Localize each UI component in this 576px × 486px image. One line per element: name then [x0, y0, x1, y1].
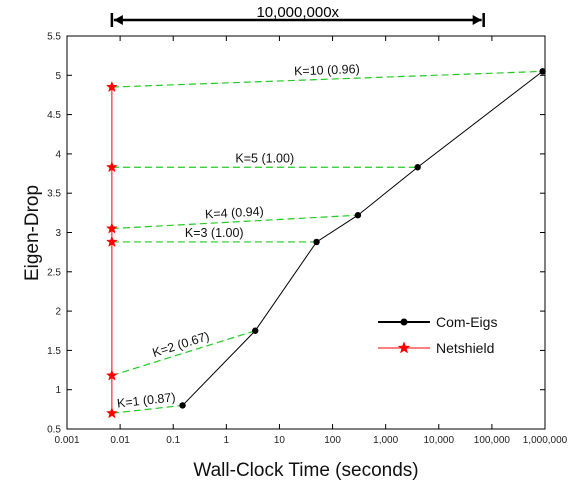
k-label: K=5 (1.00) — [235, 151, 294, 165]
k-label: K=3 (1.00) — [185, 226, 244, 240]
x-tick-label: 0.01 — [110, 435, 130, 446]
legend-label: Netshield — [436, 340, 494, 356]
x-tick-label: 10,000 — [423, 435, 454, 446]
data-point — [252, 327, 259, 334]
span-left-arrowhead — [113, 15, 123, 25]
data-point — [313, 238, 320, 246]
series-layer — [105, 68, 546, 419]
x-tick-label: 10 — [274, 435, 286, 446]
y-tick-label: 4 — [55, 149, 61, 160]
k-connector-line — [111, 404, 183, 414]
x-tick-label: 1 — [224, 435, 230, 446]
data-point-star — [105, 222, 118, 234]
data-point — [539, 68, 546, 75]
legend-marker-star — [397, 341, 411, 354]
y-axis-title: Eigen-Drop — [22, 185, 43, 281]
k-connector-line — [111, 214, 358, 230]
legend: Com-Eigs Netshield — [378, 314, 497, 356]
data-point-star — [105, 407, 118, 419]
y-tick-label: 3 — [55, 228, 61, 239]
k-connector-line — [111, 330, 256, 377]
x-tick-label: 100,000 — [474, 435, 511, 446]
data-point — [179, 402, 186, 409]
k-label: K=1 (0.87) — [116, 390, 176, 410]
y-tick-label: 1.5 — [47, 346, 61, 357]
y-tick-label: 2.5 — [47, 267, 61, 278]
data-point-star — [105, 161, 118, 173]
span-right-arrowhead — [472, 15, 482, 25]
k-label: K=10 (0.96) — [294, 62, 360, 78]
y-tick-label: 2 — [55, 307, 61, 318]
legend-label: Com-Eigs — [436, 314, 497, 330]
x-tick-label: 0.1 — [166, 435, 180, 446]
y-tick-label: 5.5 — [47, 32, 61, 43]
k-connectors — [111, 70, 543, 414]
y-tick-label: 3.5 — [47, 189, 61, 200]
k-label: K=4 (0.94) — [205, 204, 264, 221]
speedup-span: 10,000,000x — [110, 4, 485, 27]
data-point — [414, 164, 421, 171]
y-tick-label: 4.5 — [47, 110, 61, 121]
y-tick-label: 0.5 — [47, 425, 61, 436]
x-tick-label: 1,000,000 — [523, 435, 568, 446]
axis-ticks: 0.001 0.01 0.1 1 10 100 1,000 10,000 100,000 1,00… — [47, 32, 568, 447]
x-tick-label: 1,000 — [373, 435, 398, 446]
x-axis-title: Wall-Clock Time (seconds) — [193, 460, 418, 481]
data-point — [354, 212, 362, 219]
data-point-star — [105, 369, 118, 381]
data-point-star — [105, 80, 118, 93]
legend-marker — [400, 318, 408, 326]
plot-area — [66, 35, 546, 430]
x-tick-label: 0.001 — [54, 435, 79, 446]
y-tick-label: 1 — [55, 385, 61, 396]
x-tick-label: 100 — [324, 435, 341, 446]
k-connector-line — [111, 70, 543, 88]
span-label: 10,000,000x — [256, 4, 339, 21]
series-line — [182, 70, 543, 406]
data-point-star — [105, 235, 118, 247]
y-tick-label: 5 — [55, 71, 61, 82]
